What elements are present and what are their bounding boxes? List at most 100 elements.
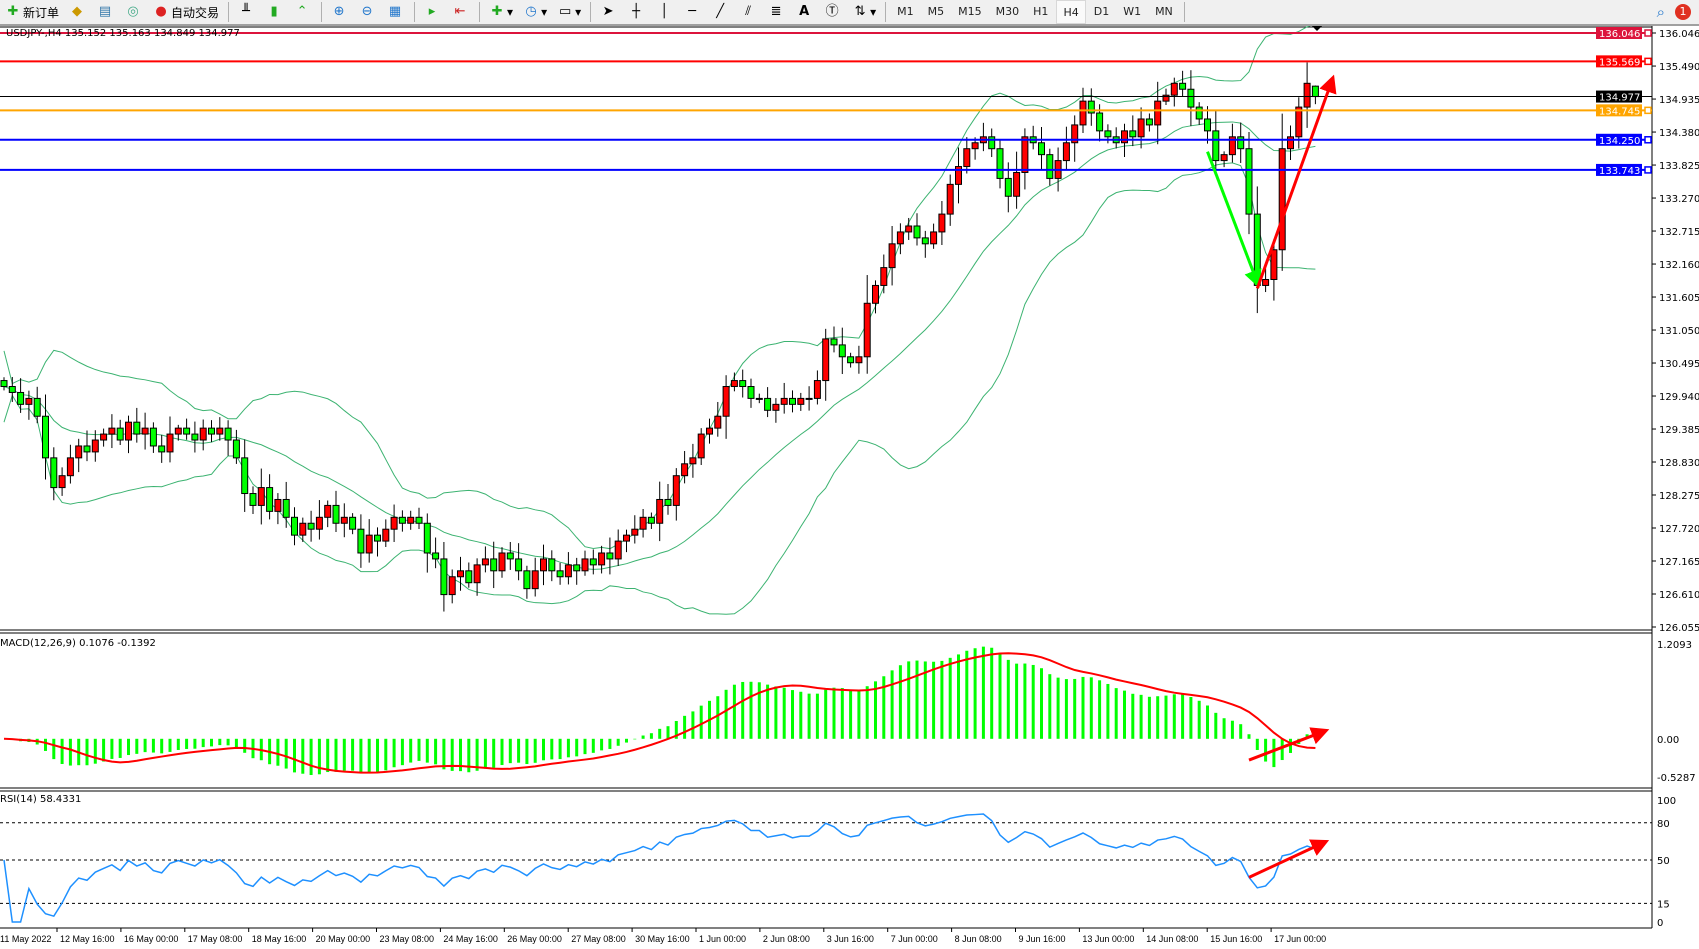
macd-histogram-bar [990, 647, 994, 739]
new-order-button[interactable]: ✚ 新订单 [1, 1, 63, 23]
candle [739, 369, 747, 398]
candle-body [374, 534, 381, 542]
notification-badge[interactable]: 1 [1675, 4, 1691, 20]
macd-histogram-bar [782, 687, 786, 739]
fibonacci-button[interactable]: ≣ [764, 1, 790, 23]
time-tick-label: 11 May 2022 [0, 934, 51, 944]
cursor-button[interactable]: ➤ [596, 1, 622, 23]
candle [1204, 106, 1211, 144]
candlestick-button[interactable]: ▮ [262, 1, 288, 23]
candle-body [548, 558, 556, 572]
macd-histogram-bar [699, 705, 703, 739]
templates-button[interactable]: ▭ ▾ [558, 4, 582, 19]
signals-button[interactable]: ◎ [121, 1, 147, 23]
candle-body [1270, 249, 1278, 280]
timeframe-selector: M1 M5 M15 M30 H1 H4 D1 W1 MN [890, 0, 1180, 24]
candle [141, 412, 149, 450]
tile-windows-button[interactable]: ▦ [383, 1, 409, 23]
timeframe-h4[interactable]: H4 [1056, 0, 1086, 24]
macd-histogram-bar [1031, 664, 1035, 739]
timeframe-m5[interactable]: M5 [927, 4, 945, 18]
template-icon: ▭ [558, 4, 572, 19]
indicators-button[interactable]: ✚ ▾ [485, 1, 517, 23]
candle-body [490, 558, 498, 572]
trend-arrow [1248, 727, 1330, 762]
macd-histogram-bar [948, 657, 952, 739]
chart-window[interactable]: 136.046 135.490 134.935 134.380 133.825 133.2… [0, 26, 1699, 949]
separator [414, 2, 416, 22]
macd-histogram-bar [450, 738, 454, 771]
timeframe-m30[interactable]: M30 [995, 4, 1020, 18]
horizontal-line-icon: ─ [688, 4, 697, 19]
macd-histogram-bar [193, 738, 197, 749]
candle-body [241, 457, 249, 495]
bar-chart-button[interactable]: ╨ [234, 1, 260, 23]
chart-shift-marker [1312, 26, 1322, 31]
candle [357, 514, 365, 568]
candle-body [614, 540, 622, 560]
line-chart-button[interactable]: ⌃ [290, 1, 316, 23]
macd-histogram-bar [151, 738, 155, 753]
candle [58, 467, 66, 496]
candle [1287, 125, 1294, 160]
timeframe-d1[interactable]: D1 [1093, 4, 1110, 18]
candle-body [1204, 118, 1211, 132]
candle-body [141, 427, 149, 435]
price-line-label: 134.745 [1599, 106, 1640, 117]
candle-body [257, 487, 265, 506]
candle [83, 430, 91, 462]
candle [1187, 70, 1195, 127]
candle [307, 510, 315, 542]
candle [714, 401, 722, 437]
candle [166, 416, 174, 463]
candle-body [249, 493, 257, 506]
time-tick-label: 18 May 16:00 [252, 934, 307, 944]
timeframe-w1[interactable]: W1 [1123, 4, 1142, 18]
macd-histogram-bar [93, 738, 97, 764]
candle-body [415, 516, 423, 524]
candle [440, 541, 448, 612]
price-tick-label: 126.055 [1659, 623, 1699, 634]
candle-body [216, 427, 224, 435]
candle-body [880, 267, 888, 286]
zoom-out-button[interactable]: ⊖ [355, 1, 381, 23]
zoom-in-button[interactable]: ⊕ [327, 1, 353, 23]
timeframe-m1[interactable]: M1 [897, 4, 914, 18]
equidistant-channel-button[interactable]: ⫽ [736, 1, 762, 23]
periods-button[interactable]: ◷ ▾ [519, 1, 551, 23]
macd-histogram-bar [459, 738, 462, 772]
candle [108, 414, 116, 449]
candle [224, 420, 232, 456]
candle-body [730, 380, 738, 388]
auto-trading-button[interactable]: ● 自动交易 [149, 1, 223, 23]
text-label-button[interactable]: Ⓣ [820, 1, 846, 23]
macd-histogram-bar [110, 738, 114, 759]
macd-histogram-bar [732, 684, 736, 739]
macd-histogram-bar [210, 738, 213, 747]
candle-body [407, 516, 415, 524]
timeframe-h1[interactable]: H1 [1033, 4, 1049, 18]
vertical-line-button[interactable]: │ [652, 1, 678, 23]
auto-scroll-button[interactable]: ▸ [420, 1, 446, 23]
bollinger-middle-band [3, 121, 1316, 570]
text-button[interactable]: A [792, 1, 818, 23]
candle [531, 557, 539, 597]
timeframe-m15[interactable]: M15 [958, 4, 982, 18]
candle-body [457, 570, 464, 578]
candle [257, 468, 265, 525]
market-watch-button[interactable]: ▤ [93, 1, 119, 23]
horizontal-line-button[interactable]: ─ [680, 1, 706, 23]
history-center-button[interactable]: ◆ [65, 1, 91, 23]
candle [730, 372, 738, 392]
candle-body [83, 445, 91, 453]
crosshair-button[interactable]: ┼ [624, 1, 650, 23]
macd-histogram-bar [301, 738, 305, 774]
search-icon[interactable]: ⌕ [1656, 3, 1665, 21]
chart-shift-button[interactable]: ⇤ [448, 1, 474, 23]
arrows-button[interactable]: ⇅ ▾ [848, 1, 880, 23]
time-tick-label: 17 Jun 00:00 [1274, 934, 1326, 944]
trendline-button[interactable]: ╱ [708, 1, 734, 23]
timeframe-mn[interactable]: MN [1155, 4, 1173, 18]
macd-signal-line [3, 652, 1316, 774]
candle [598, 545, 606, 574]
